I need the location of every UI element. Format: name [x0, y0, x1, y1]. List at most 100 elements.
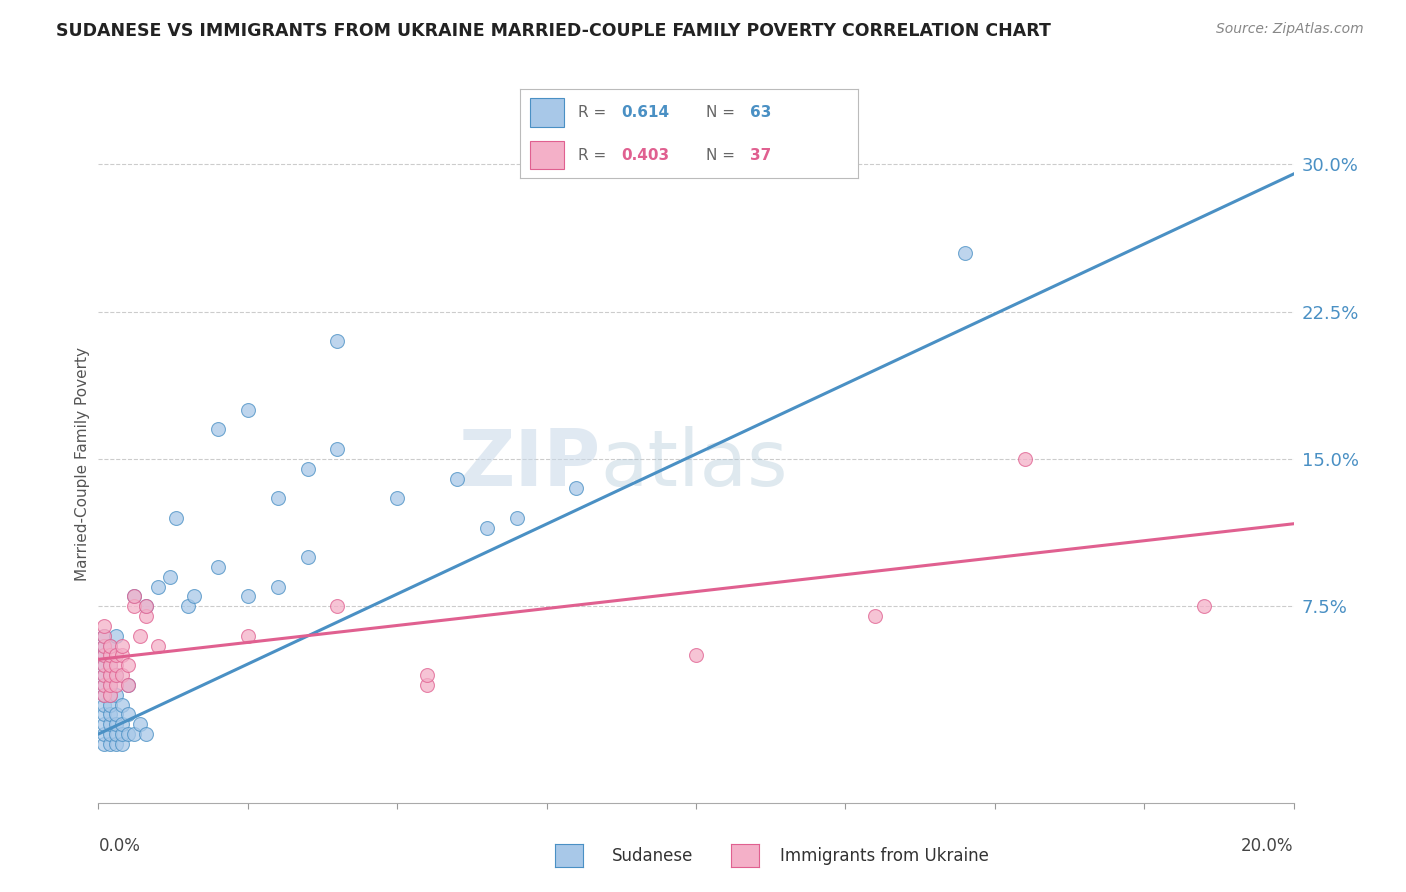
- Point: [148, 580, 170, 594]
- Point: [297, 462, 319, 476]
- Point: [297, 550, 319, 565]
- Point: [111, 668, 134, 682]
- Point: [135, 599, 157, 614]
- Point: [105, 648, 128, 663]
- Point: [93, 688, 115, 702]
- Text: SUDANESE VS IMMIGRANTS FROM UKRAINE MARRIED-COUPLE FAMILY POVERTY CORRELATION CH: SUDANESE VS IMMIGRANTS FROM UKRAINE MARR…: [56, 22, 1052, 40]
- Point: [446, 472, 468, 486]
- Point: [685, 648, 707, 663]
- Point: [124, 590, 146, 604]
- Point: [135, 599, 157, 614]
- Point: [93, 639, 115, 653]
- Point: [236, 590, 259, 604]
- Bar: [530, 141, 564, 169]
- Point: [105, 707, 128, 722]
- Point: [135, 727, 157, 741]
- Point: [326, 334, 349, 348]
- Point: [105, 668, 128, 682]
- Point: [98, 668, 122, 682]
- Point: [105, 737, 128, 751]
- Point: [98, 658, 122, 673]
- Point: [105, 678, 128, 692]
- Text: 37: 37: [749, 148, 770, 162]
- Point: [267, 491, 290, 506]
- Point: [98, 737, 122, 751]
- Text: ZIP: ZIP: [458, 425, 600, 502]
- Text: R =: R =: [578, 148, 610, 162]
- Point: [93, 629, 115, 643]
- Point: [98, 688, 122, 702]
- Point: [93, 658, 115, 673]
- Point: [93, 619, 115, 633]
- Text: Immigrants from Ukraine: Immigrants from Ukraine: [780, 847, 990, 865]
- Point: [93, 688, 115, 702]
- Point: [98, 717, 122, 731]
- Point: [124, 599, 146, 614]
- Point: [98, 639, 122, 653]
- Y-axis label: Married-Couple Family Poverty: Married-Couple Family Poverty: [75, 347, 90, 581]
- Point: [98, 727, 122, 741]
- Text: 63: 63: [749, 105, 770, 120]
- Text: N =: N =: [706, 105, 740, 120]
- Point: [416, 678, 439, 692]
- Point: [565, 482, 588, 496]
- Point: [177, 599, 200, 614]
- Point: [105, 688, 128, 702]
- Text: Source: ZipAtlas.com: Source: ZipAtlas.com: [1216, 22, 1364, 37]
- Point: [98, 639, 122, 653]
- Point: [117, 678, 139, 692]
- Point: [93, 668, 115, 682]
- Point: [93, 727, 115, 741]
- Point: [93, 678, 115, 692]
- Text: R =: R =: [578, 105, 610, 120]
- Point: [93, 648, 115, 663]
- Point: [117, 678, 139, 692]
- Point: [111, 639, 134, 653]
- Point: [267, 580, 290, 594]
- Point: [105, 668, 128, 682]
- Point: [416, 668, 439, 682]
- Point: [93, 678, 115, 692]
- Point: [93, 717, 115, 731]
- Point: [105, 658, 128, 673]
- Point: [475, 521, 498, 535]
- Bar: [530, 98, 564, 127]
- Point: [111, 698, 134, 712]
- Point: [105, 727, 128, 741]
- Point: [98, 658, 122, 673]
- Point: [93, 629, 115, 643]
- Point: [506, 511, 529, 525]
- Text: N =: N =: [706, 148, 740, 162]
- Point: [165, 511, 187, 525]
- Text: 0.403: 0.403: [621, 148, 669, 162]
- Point: [865, 609, 887, 624]
- Point: [117, 727, 139, 741]
- Point: [1014, 451, 1036, 466]
- Point: [183, 590, 205, 604]
- Point: [98, 698, 122, 712]
- Point: [207, 422, 229, 436]
- Point: [98, 668, 122, 682]
- Point: [117, 658, 139, 673]
- Point: [1192, 599, 1215, 614]
- Point: [117, 707, 139, 722]
- Point: [98, 648, 122, 663]
- Text: atlas: atlas: [600, 425, 787, 502]
- Point: [93, 698, 115, 712]
- Point: [105, 717, 128, 731]
- Point: [953, 245, 976, 260]
- Point: [93, 648, 115, 663]
- Point: [98, 678, 122, 692]
- Text: 20.0%: 20.0%: [1241, 837, 1294, 855]
- Point: [326, 442, 349, 456]
- Point: [159, 570, 181, 584]
- Point: [207, 560, 229, 574]
- Point: [111, 717, 134, 731]
- Point: [236, 629, 259, 643]
- Point: [93, 639, 115, 653]
- Point: [129, 717, 152, 731]
- Point: [129, 629, 152, 643]
- Text: Sudanese: Sudanese: [612, 847, 693, 865]
- Point: [135, 609, 157, 624]
- Point: [326, 599, 349, 614]
